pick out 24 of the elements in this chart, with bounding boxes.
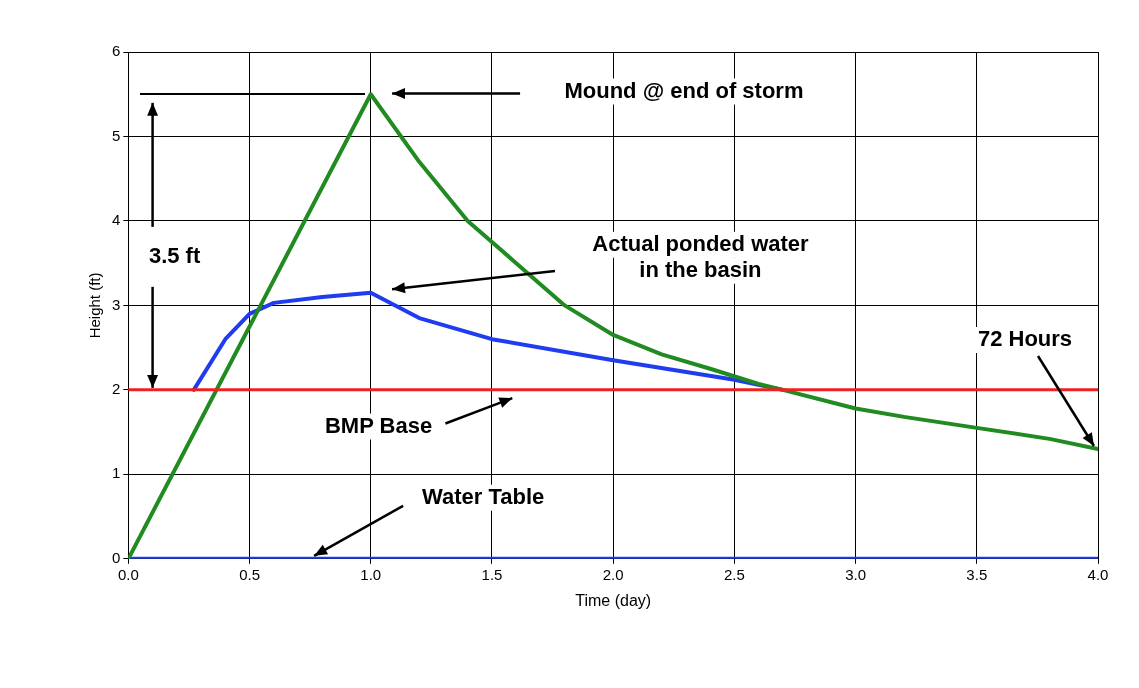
y-tick-label: 5 xyxy=(112,126,121,144)
y-tick-label: 3 xyxy=(112,295,121,313)
x-axis-title: Time (day) xyxy=(575,591,652,609)
x-tick-label: 3.0 xyxy=(845,565,867,583)
annotation: 72 Hours xyxy=(977,326,1073,352)
y-tick-label: 4 xyxy=(112,211,121,229)
x-tick-label: 2.0 xyxy=(602,565,624,583)
x-tick-label: 0.0 xyxy=(117,565,139,583)
annotation: 3.5 ft xyxy=(148,242,201,268)
x-tick-label: 1.0 xyxy=(360,565,382,583)
y-tick-label: 0 xyxy=(112,548,121,566)
y-tick-label: 1 xyxy=(112,464,121,482)
x-tick-label: 2.5 xyxy=(723,565,745,583)
annotation: Mound @ end of storm xyxy=(564,77,804,103)
y-tick-label: 2 xyxy=(112,380,121,398)
annotation: Water Table xyxy=(422,483,545,509)
x-tick-label: 3.5 xyxy=(966,565,988,583)
x-tick-label: 1.5 xyxy=(481,565,503,583)
x-tick-label: 4.0 xyxy=(1087,565,1109,583)
y-tick-label: 6 xyxy=(112,42,121,60)
annotation: BMP Base xyxy=(324,412,433,438)
x-tick-label: 0.5 xyxy=(239,565,260,583)
annotation: Actual ponded water in the basin xyxy=(592,230,810,282)
y-axis-title: Height (ft) xyxy=(86,272,104,339)
